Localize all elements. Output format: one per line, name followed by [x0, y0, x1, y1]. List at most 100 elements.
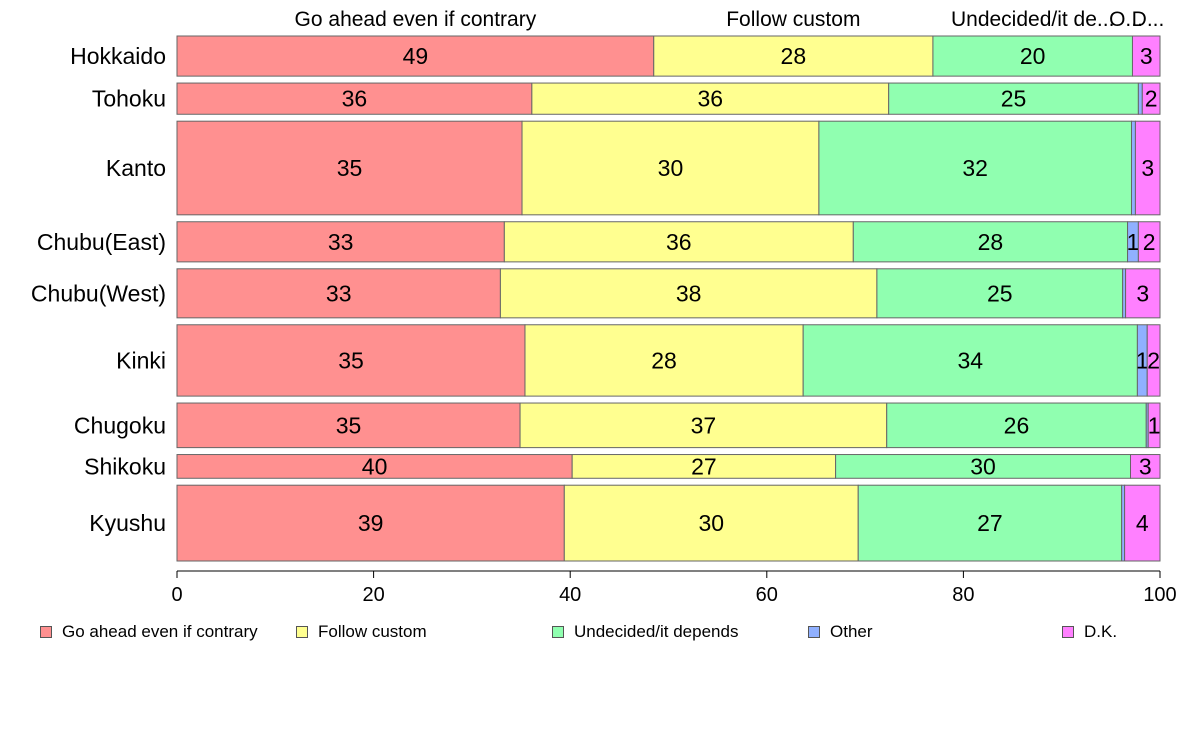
data-label: 35 [337, 155, 363, 181]
data-label: 2 [1143, 229, 1156, 255]
legend-swatch [1062, 626, 1074, 638]
data-label: 36 [697, 86, 723, 112]
data-label: 1 [1148, 412, 1161, 438]
data-label: 38 [676, 280, 702, 306]
data-label: 3 [1139, 453, 1152, 479]
bar-segment [176, 120, 523, 216]
bar-segment [1141, 82, 1161, 115]
bar-segment [176, 324, 526, 397]
data-label: 36 [666, 229, 692, 255]
legend-label: Other [830, 622, 873, 641]
data-label: 2 [1147, 347, 1160, 373]
x-tick-label: 20 [362, 584, 384, 606]
data-label: 40 [362, 453, 388, 479]
legend-label: Undecided/it depends [574, 622, 739, 641]
bar-segment [1146, 324, 1161, 397]
bar-segment [176, 35, 655, 77]
x-tick-label: 80 [952, 584, 974, 606]
bar-segment [1137, 221, 1161, 263]
bar-segment [1130, 120, 1136, 216]
data-label: 30 [658, 155, 684, 181]
top-series-label: Follow custom [726, 8, 860, 31]
top-series-label: O... [1109, 8, 1143, 31]
legend-item-dk: D.K. [1062, 622, 1117, 642]
bar-segment [876, 268, 1124, 319]
data-label: 25 [987, 280, 1013, 306]
data-label: 1 [1136, 347, 1149, 373]
data-label: 4 [1136, 510, 1149, 536]
bar-segment [499, 268, 878, 319]
data-label: 30 [698, 510, 724, 536]
data-label: 33 [326, 280, 352, 306]
bar-segment [1134, 120, 1161, 216]
bar-segment [802, 324, 1138, 397]
legend-item-other: Other [808, 622, 873, 642]
data-label: 1 [1127, 229, 1140, 255]
legend-item-go-ahead: Go ahead even if contrary [40, 622, 258, 642]
data-label: 25 [1001, 86, 1027, 112]
bar-segment [1130, 454, 1161, 479]
category-label: Kyushu [89, 510, 166, 536]
data-label: 32 [962, 155, 988, 181]
data-label: 28 [651, 347, 677, 373]
bar-segment [1125, 268, 1161, 319]
data-label: 27 [977, 510, 1003, 536]
top-series-label: Undecided/it de... [951, 8, 1114, 31]
top-series-label: D... [1132, 8, 1165, 31]
bar-segment [1147, 402, 1161, 449]
legend-label: Follow custom [318, 622, 427, 641]
bar-segment [176, 221, 505, 263]
data-label: 36 [342, 86, 368, 112]
top-series-label: Go ahead even if contrary [295, 8, 537, 31]
data-label: 3 [1140, 43, 1153, 69]
x-tick-label: 40 [559, 584, 581, 606]
data-label: 34 [957, 347, 983, 373]
bar-segment [1131, 35, 1161, 77]
legend-swatch [40, 626, 52, 638]
data-label: 28 [781, 43, 807, 69]
x-tick-label: 60 [756, 584, 778, 606]
bar-segment [932, 35, 1133, 77]
bar-segment [176, 402, 521, 449]
category-label: Hokkaido [70, 43, 166, 69]
bar-segment [563, 484, 859, 562]
data-label: 2 [1145, 86, 1158, 112]
data-label: 3 [1141, 155, 1154, 181]
data-label: 28 [978, 229, 1004, 255]
x-tick-label: 0 [171, 584, 182, 606]
data-label: 49 [403, 43, 429, 69]
data-label: 30 [970, 453, 996, 479]
bar-segment [1124, 484, 1161, 562]
data-label: 35 [336, 412, 362, 438]
legend-item-undecided: Undecided/it depends [552, 622, 738, 642]
bar-segment [176, 82, 533, 115]
legend: Go ahead even if contrary Follow custom … [0, 622, 1188, 646]
category-label: Chugoku [74, 412, 166, 438]
category-label: Kinki [116, 347, 166, 373]
data-label: 35 [338, 347, 364, 373]
bar-segment [524, 324, 804, 397]
bar-segment [176, 484, 565, 562]
legend-swatch [808, 626, 820, 638]
category-label: Tohoku [92, 86, 166, 112]
x-tick-label: 100 [1143, 584, 1176, 606]
legend-label: D.K. [1084, 622, 1118, 641]
data-label: 33 [328, 229, 354, 255]
legend-swatch [552, 626, 564, 638]
category-label: Chubu(East) [37, 229, 166, 255]
category-label: Shikoku [84, 453, 166, 479]
data-label: 37 [691, 412, 717, 438]
category-label: Chubu(West) [31, 280, 166, 306]
bar-segment [503, 221, 854, 263]
legend-swatch [296, 626, 308, 638]
data-label: 27 [691, 453, 717, 479]
category-label: Kanto [106, 155, 166, 181]
bar-segment [519, 402, 888, 449]
bar-segment [857, 484, 1123, 562]
data-label: 26 [1004, 412, 1030, 438]
data-label: 20 [1020, 43, 1046, 69]
bar-segment [176, 268, 501, 319]
data-label: 3 [1136, 280, 1149, 306]
legend-item-follow-custom: Follow custom [296, 622, 427, 642]
